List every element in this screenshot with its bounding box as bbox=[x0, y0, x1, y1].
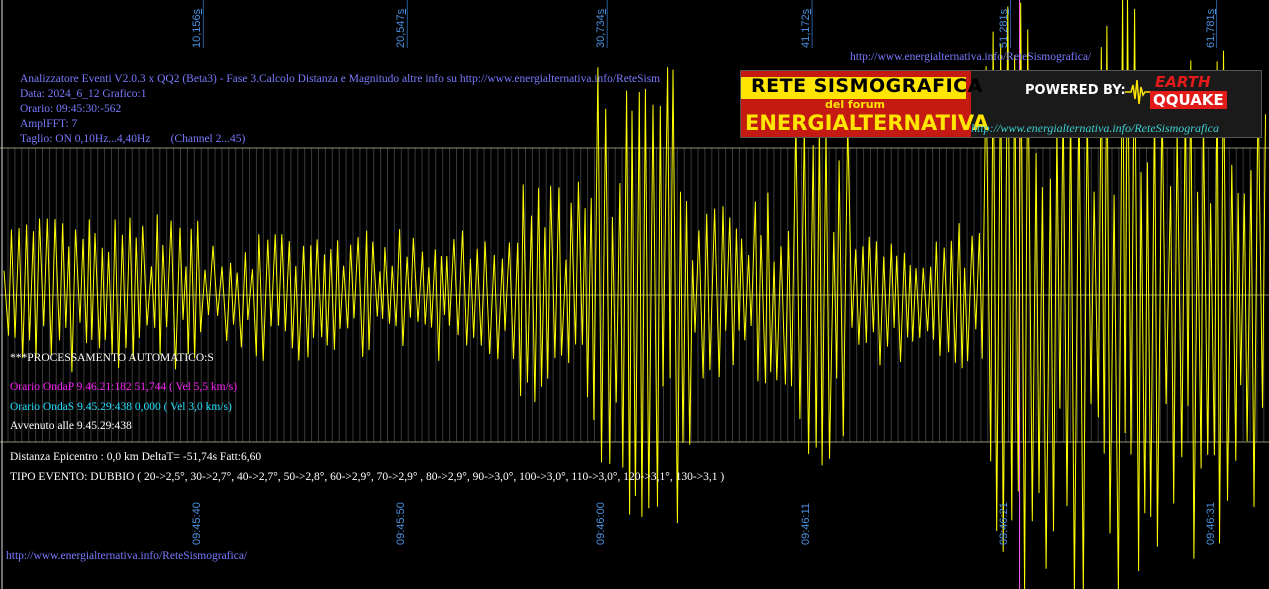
axis-tick-lines bbox=[202, 0, 1218, 48]
bottom-axis-tick-label: 09:45:40 bbox=[191, 502, 204, 545]
bottom-axis-tick-label: 09:46:31 bbox=[1204, 502, 1217, 545]
bottom-axis-tick-label: 09:46:21 bbox=[998, 502, 1011, 545]
distanza-line: Distanza Epicentro : 0,0 km DeltaT= -51,… bbox=[10, 451, 262, 463]
tipo-evento-line: TIPO EVENTO: DUBBIO ( 20->2,5°, 30->2,7°… bbox=[10, 471, 725, 483]
bottom-axis-tick-label: 09:45:50 bbox=[395, 502, 408, 545]
logo-line3: ENERGIALTERNATIVA bbox=[745, 111, 989, 135]
logo-url[interactable]: http://www.energialternativa.info/ReteSi… bbox=[971, 121, 1219, 135]
top-axis-tick-label: 61,781s bbox=[1204, 8, 1217, 48]
onda-p-line: Orario OndaP 9.46.21:182 51,744 ( Vel 5,… bbox=[10, 381, 238, 393]
logo-brand-bottom: QQUAKE bbox=[1150, 91, 1227, 109]
logo-line1: RETE SISMOGRAFICA bbox=[751, 75, 983, 97]
bottom-axis-tick-label: 09:46:11 bbox=[800, 502, 813, 545]
onda-s-line: Orario OndaS 9.45.29:438 0,000 ( Vel 3,0… bbox=[10, 401, 232, 413]
top-url-link[interactable]: http://www.energialternativa.info/ReteSi… bbox=[850, 51, 1092, 63]
top-axis-tick-label: 20,547s bbox=[395, 8, 408, 48]
avvenuto-line: Avvenuto alle 9.45.29:438 bbox=[10, 420, 132, 432]
seismograph-wave-icon bbox=[1125, 79, 1153, 105]
header-date: Data: 2024_6_12 Grafico:1 bbox=[20, 88, 147, 100]
bottom-axis-tick-label: 09:46:00 bbox=[595, 502, 608, 545]
logo-powered: POWERED BY: bbox=[1025, 83, 1126, 98]
logo-brand-top: EARTH bbox=[1155, 73, 1211, 91]
top-axis-tick-label: 41,172s bbox=[800, 8, 813, 48]
logo-line2: del forum bbox=[825, 98, 885, 111]
header-title: Analizzatore Eventi V2.0.3 x QQ2 (Beta3)… bbox=[20, 73, 661, 85]
top-axis-tick-label: 51,281s bbox=[998, 8, 1011, 48]
header-filter: Taglio: ON 0,10Hz...4,40Hz (Channel 2...… bbox=[20, 133, 246, 145]
bottom-url-link[interactable]: http://www.energialternativa.info/ReteSi… bbox=[6, 550, 248, 562]
header-ampl: AmplFFT: 7 bbox=[20, 118, 78, 130]
processing-heading: ***PROCESSAMENTO AUTOMATICO:S bbox=[10, 352, 214, 364]
header-time: Orario: 09:45:30:-562 bbox=[20, 103, 122, 115]
top-axis-tick-label: 10,156s bbox=[191, 8, 204, 48]
rete-sismografica-logo: RETE SISMOGRAFICA del forum ENERGIALTERN… bbox=[740, 70, 1262, 138]
logo-yellow-band bbox=[741, 77, 966, 99]
top-axis-tick-label: 30,734s bbox=[595, 8, 608, 48]
